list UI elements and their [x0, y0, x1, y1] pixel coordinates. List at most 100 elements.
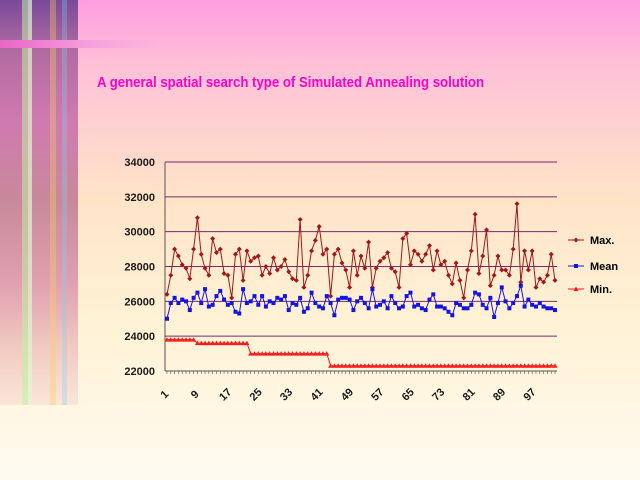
data-point [518, 279, 524, 285]
data-point [480, 302, 485, 307]
data-point [472, 363, 478, 368]
data-point [419, 363, 425, 368]
data-point [229, 295, 235, 301]
data-point [278, 264, 284, 269]
data-point [255, 253, 261, 259]
data-point [232, 340, 238, 346]
data-point [328, 301, 333, 306]
data-point [518, 283, 523, 288]
data-point [180, 297, 185, 302]
data-point [164, 337, 170, 342]
data-point [248, 299, 253, 304]
data-point [350, 248, 356, 254]
data-point [172, 246, 178, 252]
data-point [529, 248, 535, 254]
data-point [499, 363, 505, 368]
data-point [251, 351, 257, 356]
x-tick-label: 9 [189, 388, 202, 401]
data-point [301, 284, 307, 290]
slide-title: A general spatial search type of Simulat… [97, 74, 485, 91]
data-point [449, 281, 455, 287]
data-point [533, 284, 539, 290]
data-point [274, 267, 280, 273]
data-point [252, 294, 257, 299]
data-point [164, 291, 170, 297]
data-point [423, 308, 428, 313]
data-point [431, 292, 436, 297]
data-point [522, 248, 528, 254]
data-point [507, 306, 512, 311]
data-point [552, 277, 558, 283]
data-point [407, 363, 413, 368]
data-point [518, 363, 524, 368]
data-point [290, 351, 296, 356]
data-point [438, 304, 443, 309]
data-point [297, 351, 303, 356]
data-point [491, 272, 497, 278]
data-point [165, 316, 169, 321]
data-point [237, 311, 242, 316]
data-point [461, 295, 467, 301]
decorative-texture-strip [0, 0, 78, 405]
data-point [392, 269, 398, 275]
data-point [214, 294, 219, 299]
data-point [445, 363, 451, 368]
data-point [426, 243, 432, 249]
data-point [244, 340, 250, 346]
data-point [206, 304, 211, 309]
data-point [492, 315, 497, 320]
data-point [347, 297, 352, 302]
data-point [533, 363, 539, 368]
decorative-bar [0, 40, 160, 48]
data-point [324, 351, 330, 356]
data-point [191, 246, 197, 252]
data-point [259, 272, 265, 278]
data-point [461, 363, 467, 368]
data-point [366, 306, 371, 311]
data-point [198, 340, 204, 346]
y-tick-label: 24000 [124, 331, 155, 343]
data-point [172, 337, 178, 342]
data-point [499, 267, 505, 273]
data-point [213, 250, 219, 256]
data-point [411, 248, 417, 254]
data-point [381, 299, 386, 304]
data-point [404, 230, 410, 236]
data-point [526, 297, 531, 302]
data-point [259, 351, 265, 356]
data-point [415, 363, 421, 368]
data-point [312, 237, 318, 243]
data-point [423, 251, 429, 257]
data-point [419, 306, 424, 311]
data-point [522, 363, 528, 368]
data-point [260, 294, 265, 299]
data-point [275, 295, 280, 300]
data-point [267, 299, 272, 304]
data-point [202, 265, 208, 271]
data-point [309, 351, 315, 356]
x-tick-label: 57 [369, 386, 386, 403]
data-point [362, 301, 367, 306]
data-point [301, 309, 306, 314]
data-point [449, 363, 455, 368]
data-point [198, 251, 204, 257]
data-point [351, 308, 356, 313]
data-point [438, 363, 444, 368]
x-tick-label: 49 [339, 386, 356, 403]
data-point [495, 363, 501, 368]
data-point [282, 351, 288, 356]
data-point [465, 363, 471, 368]
data-point [514, 201, 520, 207]
data-point [221, 340, 227, 346]
data-point [305, 272, 311, 278]
data-point [248, 351, 254, 356]
y-tick-label: 34000 [124, 157, 155, 169]
data-point [248, 258, 254, 264]
data-point [343, 267, 349, 273]
data-point [286, 308, 291, 313]
data-point [537, 301, 542, 306]
data-point [263, 351, 269, 356]
data-point [191, 337, 197, 342]
x-tick-label: 97 [521, 386, 538, 403]
data-point [377, 258, 383, 264]
